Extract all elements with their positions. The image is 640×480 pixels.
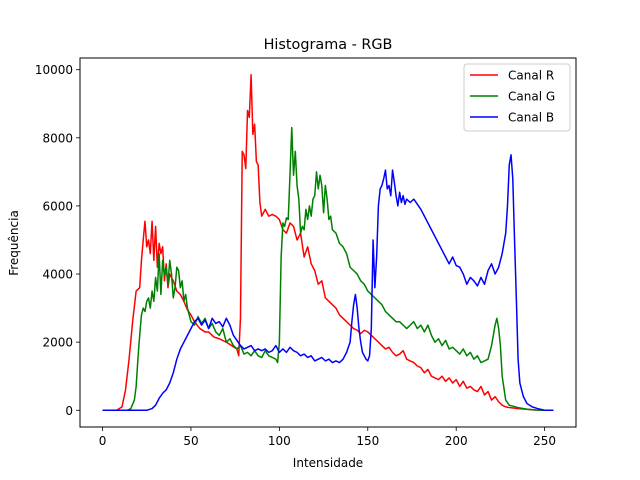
legend-label-1: Canal R bbox=[508, 69, 554, 83]
y-tick-label: 0 bbox=[65, 404, 73, 418]
plot-frame bbox=[79, 57, 577, 428]
y-axis-title: Frequência bbox=[7, 210, 21, 276]
series-line-2 bbox=[102, 126, 554, 412]
y-tick-label: 6000 bbox=[42, 199, 73, 213]
chart-title: Histograma - RGB bbox=[264, 37, 393, 53]
legend: Canal R Canal G Canal B bbox=[463, 63, 571, 132]
legend-label-2: Canal G bbox=[508, 90, 555, 104]
y-tick-label: 2000 bbox=[42, 336, 73, 350]
x-tick-label: 100 bbox=[268, 434, 291, 448]
x-tick-label: 150 bbox=[356, 434, 379, 448]
x-axis-title: Intensidade bbox=[293, 456, 363, 470]
x-tick-label: 0 bbox=[99, 434, 107, 448]
y-tick-label: 8000 bbox=[42, 131, 73, 145]
legend-label-3: Canal B bbox=[508, 111, 554, 125]
series-line-3 bbox=[102, 154, 554, 412]
x-axis: 0 50 100 150 200 250 bbox=[99, 427, 556, 448]
y-tick-label: 4000 bbox=[42, 268, 73, 282]
series-layer bbox=[102, 74, 554, 412]
x-tick-label: 250 bbox=[533, 434, 556, 448]
y-axis: 0 2000 4000 6000 8000 10000 bbox=[35, 63, 80, 418]
legend-box bbox=[463, 63, 571, 132]
y-tick-label: 10000 bbox=[35, 63, 73, 77]
x-tick-label: 200 bbox=[445, 434, 468, 448]
x-tick-label: 50 bbox=[183, 434, 198, 448]
